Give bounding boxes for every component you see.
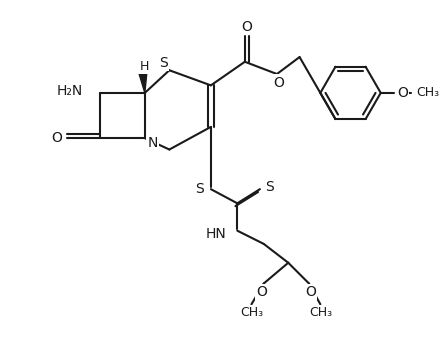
Polygon shape: [139, 74, 147, 93]
Text: N: N: [147, 136, 158, 150]
Text: CH₃: CH₃: [240, 306, 263, 319]
Text: O: O: [397, 86, 408, 100]
Text: O: O: [257, 285, 267, 299]
Text: S: S: [159, 56, 168, 70]
Text: H: H: [140, 60, 150, 73]
Text: HN: HN: [205, 228, 226, 241]
Text: H₂N: H₂N: [56, 84, 83, 98]
Text: O: O: [241, 20, 252, 34]
Text: CH₃: CH₃: [309, 306, 332, 319]
Text: O: O: [51, 131, 62, 145]
Text: O: O: [305, 285, 316, 299]
Text: CH₃: CH₃: [417, 86, 440, 99]
Text: O: O: [273, 76, 284, 90]
Text: S: S: [195, 182, 204, 196]
Text: S: S: [265, 180, 274, 194]
